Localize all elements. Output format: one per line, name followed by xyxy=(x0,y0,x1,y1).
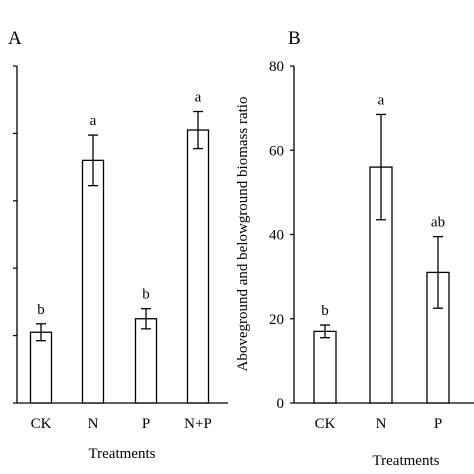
x-tick-label: N+P xyxy=(184,416,212,432)
y-axis-title: Aboveground and belowground biomass rati… xyxy=(235,97,251,372)
x-tick-label: CK xyxy=(315,416,336,432)
bar xyxy=(313,330,337,404)
y-tick-label: 60 xyxy=(269,143,284,159)
x-tick-label: P xyxy=(142,416,150,432)
panel-letter: A xyxy=(8,28,22,49)
significance-label: ab xyxy=(431,215,445,231)
panel-b: B 0 20 40 60 80 b CK a Nab P Treatments Aboveground … xyxy=(235,28,474,469)
x-tick-label: N xyxy=(88,416,99,432)
x-axis-title: Treatments xyxy=(373,453,440,469)
significance-label: a xyxy=(378,92,385,108)
significance-label: b xyxy=(37,302,45,318)
significance-label: a xyxy=(195,89,202,105)
x-axis-title: Treatments xyxy=(89,446,156,462)
panel-a: Ab CK a Nb Pa N+P Treatments xyxy=(8,28,228,462)
x-tick-label: P xyxy=(434,416,442,432)
significance-label: a xyxy=(90,113,97,129)
bar xyxy=(134,318,158,404)
significance-label: b xyxy=(321,303,329,319)
x-tick-label: N xyxy=(376,416,387,432)
y-tick-label: 20 xyxy=(269,312,284,328)
y-tick-label: 0 xyxy=(277,396,285,412)
y-tick-label: 40 xyxy=(269,228,284,244)
significance-label: b xyxy=(142,287,150,303)
bar xyxy=(81,159,105,404)
x-tick-label: CK xyxy=(31,416,52,432)
bar xyxy=(29,331,53,404)
bar xyxy=(186,129,210,404)
y-tick-label: 80 xyxy=(269,59,284,75)
panel-letter: B xyxy=(288,28,301,49)
